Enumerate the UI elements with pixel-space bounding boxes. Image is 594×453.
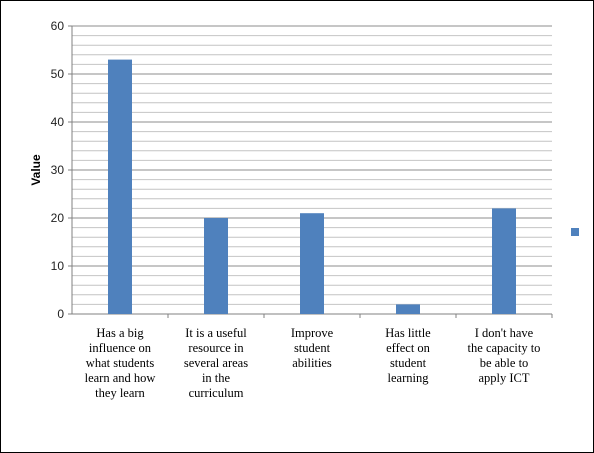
y-tick-label: 50 (51, 67, 65, 81)
category-label: It is a useful resource in several areas in… (184, 326, 248, 400)
bar (108, 59, 132, 314)
legend-key (571, 228, 579, 236)
category-label: Has little effect on student learning (385, 326, 431, 385)
bar (204, 218, 228, 314)
category-label: I don't have the capacity to be able to app… (468, 326, 541, 385)
y-tick-label: 40 (51, 115, 65, 129)
bar (300, 213, 324, 314)
category-label: Improve student abilities (291, 326, 334, 370)
category-label: Has a big influence on what students learn … (85, 326, 156, 400)
bar (396, 304, 420, 314)
category-labels: Has a big influence on what students learn … (85, 314, 553, 400)
y-tick-label: 30 (51, 163, 65, 177)
y-tick-label: 20 (51, 211, 65, 225)
y-tick-label: 10 (51, 259, 65, 273)
bar (492, 208, 516, 314)
y-tick-labels: 0 10 20 30 40 50 60 (51, 19, 72, 321)
y-tick-label: 0 (57, 307, 64, 321)
y-axis-label: Value (29, 154, 43, 186)
bars (108, 59, 516, 314)
y-tick-label: 60 (51, 19, 65, 33)
